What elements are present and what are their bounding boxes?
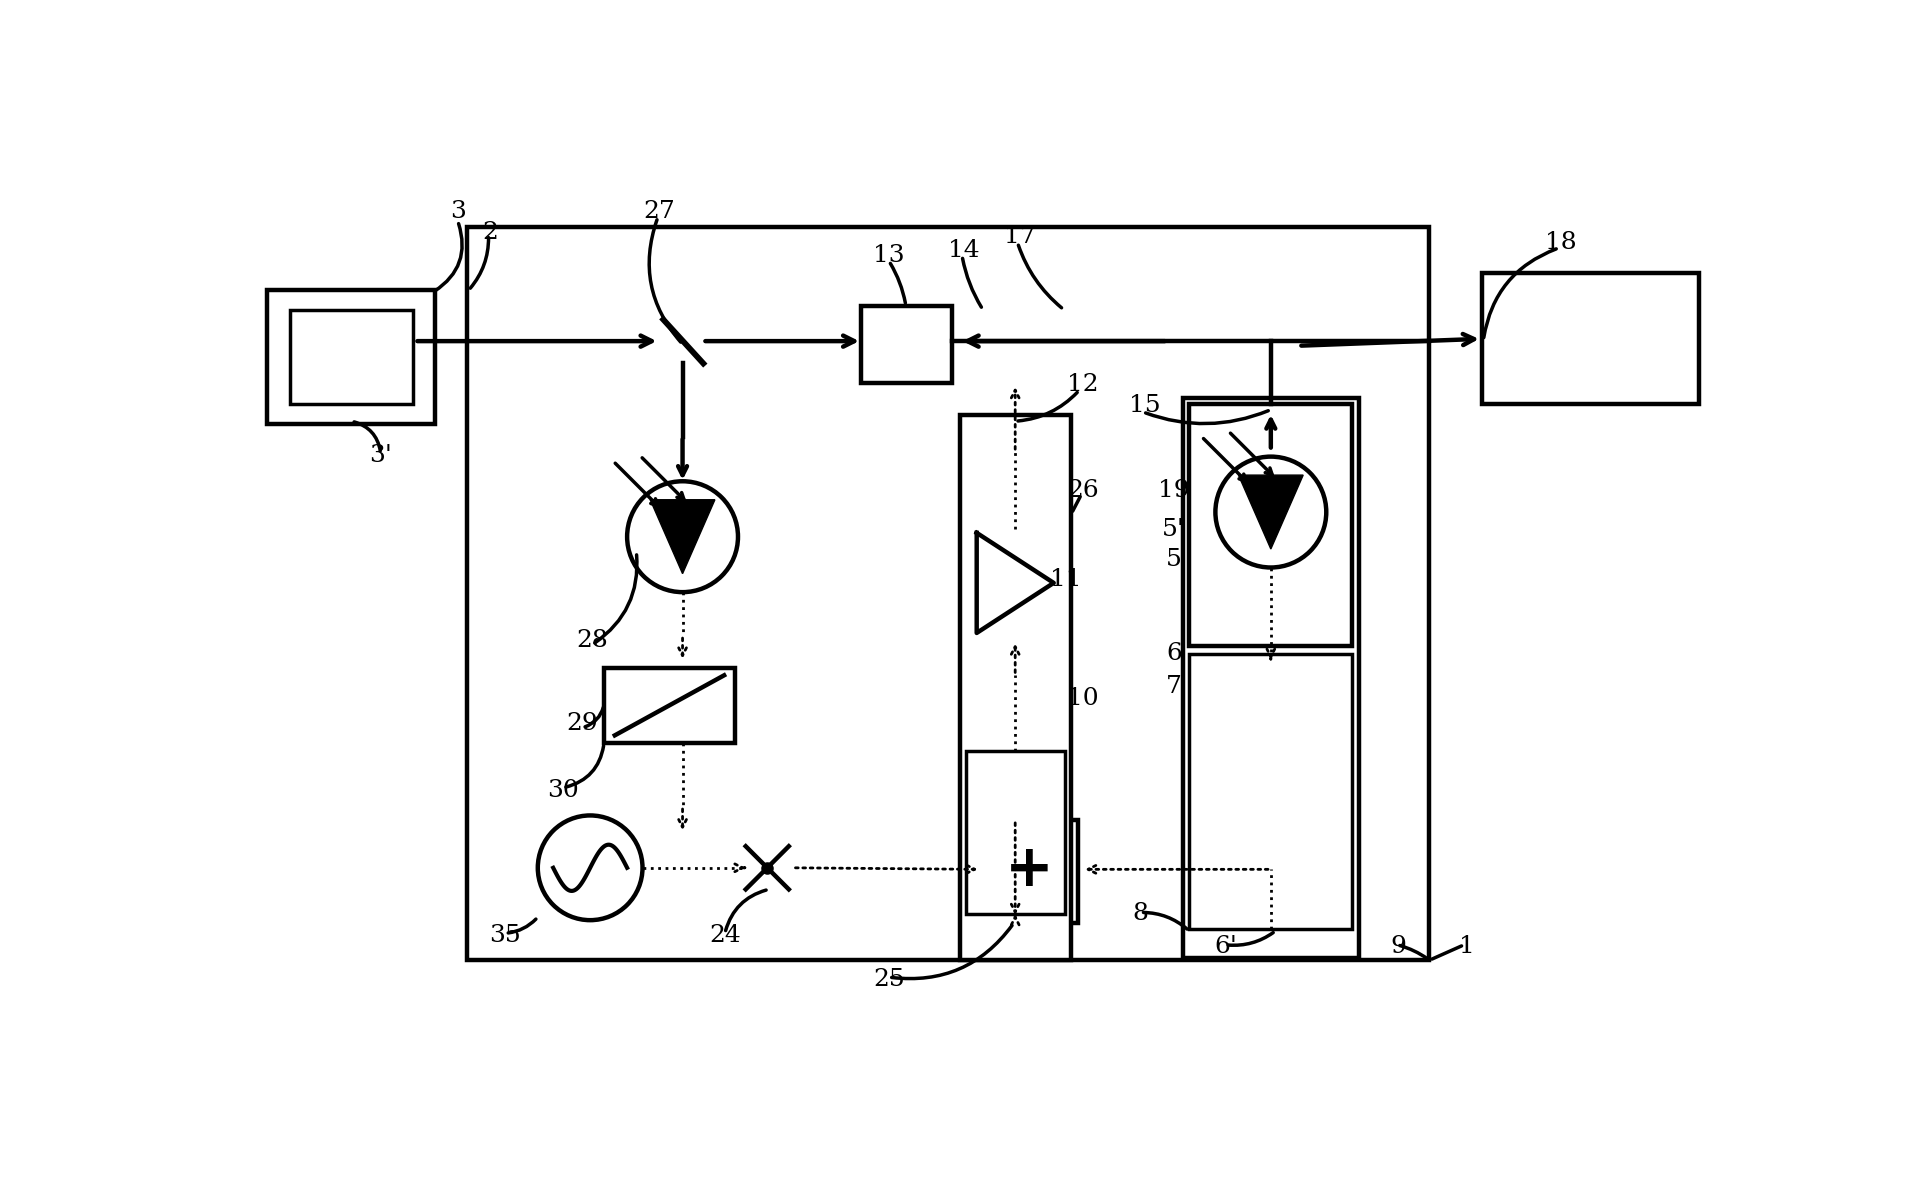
- Bar: [1481, 274, 1699, 404]
- Text: 3': 3': [369, 444, 392, 467]
- Bar: [959, 415, 1072, 960]
- Text: 6': 6': [1213, 935, 1236, 958]
- Bar: [965, 751, 1064, 914]
- Text: 12: 12: [1066, 373, 1099, 396]
- Polygon shape: [1238, 475, 1303, 550]
- Text: 2: 2: [482, 221, 499, 244]
- Text: 17: 17: [1003, 224, 1036, 248]
- Bar: [290, 310, 413, 404]
- Text: 13: 13: [873, 244, 904, 268]
- Text: 25: 25: [873, 968, 904, 991]
- Text: 28: 28: [575, 629, 608, 652]
- Text: +: +: [1005, 841, 1053, 898]
- Text: 5: 5: [1166, 548, 1181, 571]
- Text: 5': 5': [1162, 517, 1185, 540]
- Text: 1: 1: [1458, 935, 1473, 958]
- Text: 27: 27: [644, 200, 675, 223]
- Bar: [862, 306, 952, 383]
- Bar: [268, 290, 434, 424]
- Text: 6: 6: [1166, 642, 1181, 665]
- Text: 7: 7: [1166, 676, 1181, 698]
- Bar: [604, 667, 736, 743]
- Bar: [984, 820, 1078, 923]
- Text: 18: 18: [1544, 232, 1577, 254]
- Text: 9: 9: [1391, 935, 1406, 958]
- Bar: [466, 227, 1429, 960]
- Bar: [1189, 404, 1353, 646]
- Text: 19: 19: [1158, 479, 1191, 502]
- Polygon shape: [650, 499, 715, 574]
- Text: 35: 35: [489, 924, 522, 947]
- Text: 15: 15: [1129, 395, 1160, 418]
- Text: 10: 10: [1066, 686, 1099, 710]
- Text: 11: 11: [1051, 568, 1082, 590]
- Text: 14: 14: [948, 239, 980, 262]
- Text: 24: 24: [709, 924, 741, 947]
- Bar: [1183, 398, 1359, 958]
- Text: 3: 3: [449, 200, 466, 223]
- Text: 30: 30: [547, 779, 579, 803]
- Text: 29: 29: [566, 712, 598, 734]
- Text: 26: 26: [1066, 479, 1099, 502]
- Text: 8: 8: [1133, 902, 1149, 925]
- Bar: [1189, 654, 1353, 929]
